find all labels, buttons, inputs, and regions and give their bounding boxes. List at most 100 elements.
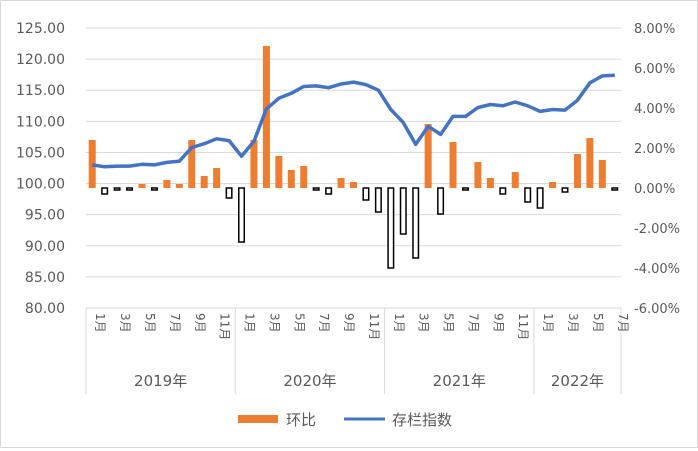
y-right-tick: 0.00% xyxy=(634,182,675,197)
y-left-tick: 105.00 xyxy=(16,145,65,161)
month-tick: 9月 xyxy=(193,313,207,333)
bar-positive xyxy=(200,176,208,188)
bar-positive xyxy=(549,182,557,188)
bar-positive xyxy=(424,124,432,188)
y-left-tick: 85.00 xyxy=(25,270,65,286)
month-tick: 9月 xyxy=(342,313,356,333)
y-left-tick: 110.00 xyxy=(16,114,65,130)
bar-positive xyxy=(300,166,308,188)
bar-negative xyxy=(561,187,569,193)
bar-negative xyxy=(325,187,333,195)
bar-negative xyxy=(374,187,382,213)
y-axis-right: 8.00% 6.00% 4.00% 2.00% 0.00% -2.00% -4.00% -6.… xyxy=(634,22,680,317)
bar-negative xyxy=(461,187,469,191)
bar-positive xyxy=(250,140,258,188)
bar-negative xyxy=(387,187,395,269)
y-right-tick: -6.00% xyxy=(634,302,680,317)
gridlines xyxy=(86,27,621,309)
month-tick: 9月 xyxy=(491,313,505,333)
bar-negative xyxy=(412,187,420,259)
bar-negative xyxy=(437,187,445,215)
y-right-tick: 2.00% xyxy=(634,142,675,157)
mom-bars xyxy=(88,46,619,269)
bar-negative xyxy=(101,187,109,195)
legend-bar-swatch xyxy=(238,415,278,423)
month-tick: 5月 xyxy=(143,313,157,333)
month-tick: 1月 xyxy=(541,313,555,333)
month-tick: 5月 xyxy=(591,313,605,333)
y-left-tick: 125.00 xyxy=(16,21,65,37)
y-right-tick: -4.00% xyxy=(634,262,680,277)
bar-positive xyxy=(486,178,494,188)
bar-positive xyxy=(350,182,357,188)
bar-positive xyxy=(262,46,270,188)
bar-positive xyxy=(163,180,171,188)
y-left-tick: 80.00 xyxy=(25,301,65,317)
month-tick: 1月 xyxy=(243,313,257,333)
y-left-tick: 120.00 xyxy=(16,52,65,68)
y-right-tick: -2.00% xyxy=(634,222,680,237)
bar-negative xyxy=(362,187,370,201)
month-tick: 11月 xyxy=(218,313,232,340)
bar-positive xyxy=(337,178,345,188)
inventory-index-line xyxy=(91,73,615,169)
bar-positive xyxy=(586,138,594,188)
month-tick: 7月 xyxy=(616,313,630,333)
year-label: 2022年 xyxy=(551,372,604,390)
y-right-tick: 8.00% xyxy=(634,22,675,37)
month-tick: 11月 xyxy=(516,313,530,340)
month-tick: 5月 xyxy=(292,313,306,333)
bar-positive xyxy=(175,184,183,188)
y-left-tick: 115.00 xyxy=(16,83,65,99)
month-tick: 11月 xyxy=(367,313,381,340)
month-tick: 5月 xyxy=(442,313,456,333)
bar-positive xyxy=(511,172,519,188)
bar-negative xyxy=(499,187,507,195)
year-label: 2021年 xyxy=(433,372,486,390)
y-left-tick: 90.00 xyxy=(25,239,65,255)
year-label: 2020年 xyxy=(283,372,336,390)
bar-negative xyxy=(611,187,619,191)
x-axis: 2019年 2020年 2021年 2022年 1月 3月 5月 7月 9月 11月 1月 3月 5月 7… xyxy=(85,307,630,394)
bar-negative xyxy=(225,187,233,199)
bar-positive xyxy=(188,140,196,188)
bar-negative xyxy=(113,187,121,191)
bar-positive xyxy=(138,184,146,188)
y-axis-left: 125.00 120.00 115.00 110.00 105.00 100.00 95.0… xyxy=(16,21,65,317)
month-tick: 3月 xyxy=(417,313,431,333)
legend-bar-label: 环比 xyxy=(286,411,316,429)
bar-negative xyxy=(126,187,134,191)
legend: 环比 存栏指数 xyxy=(238,411,452,429)
y-left-tick: 100.00 xyxy=(16,177,65,193)
month-tick: 7月 xyxy=(317,313,331,333)
y-right-tick: 6.00% xyxy=(634,62,675,77)
bar-positive xyxy=(275,156,283,188)
legend-line-label: 存栏指数 xyxy=(392,411,452,429)
month-tick: 3月 xyxy=(267,313,281,333)
year-label: 2019年 xyxy=(134,372,187,390)
bar-negative xyxy=(524,187,532,203)
month-tick: 7月 xyxy=(466,313,480,333)
bar-negative xyxy=(399,187,407,235)
bar-positive xyxy=(573,154,581,188)
y-left-tick: 95.00 xyxy=(25,208,65,224)
month-tick: 7月 xyxy=(168,313,182,333)
index-line xyxy=(91,73,615,169)
bar-negative xyxy=(536,187,544,209)
month-tick: 1月 xyxy=(93,313,107,333)
bar-positive xyxy=(88,140,96,188)
bar-positive xyxy=(213,168,221,188)
bar-positive xyxy=(598,160,606,188)
bar-negative xyxy=(238,187,246,243)
bar-positive xyxy=(449,142,457,188)
bar-negative xyxy=(150,187,158,191)
y-right-tick: 4.00% xyxy=(634,102,675,117)
bar-positive xyxy=(474,162,482,188)
month-tick: 1月 xyxy=(392,313,406,333)
month-tick: 3月 xyxy=(566,313,580,333)
bar-positive xyxy=(287,170,295,188)
month-tick: 3月 xyxy=(118,313,132,333)
bar-negative xyxy=(312,187,320,191)
